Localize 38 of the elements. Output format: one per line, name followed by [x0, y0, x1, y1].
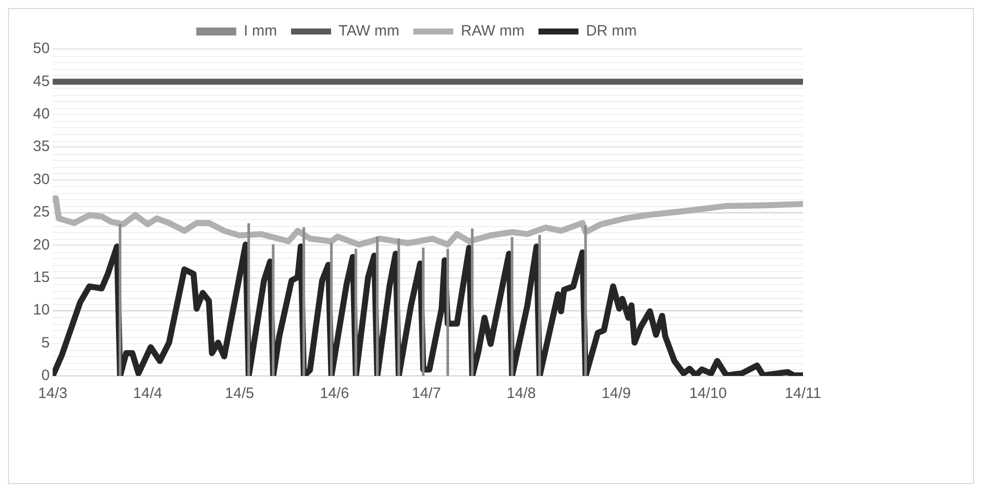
legend-label: TAW mm [338, 22, 400, 40]
y-tick-label: 25 [32, 204, 50, 221]
bar [446, 248, 450, 376]
x-tick-label: 14/3 [38, 385, 68, 402]
bar [376, 236, 379, 376]
x-tick-label: 14/5 [224, 385, 254, 402]
bar [272, 244, 275, 376]
x-tick-label: 14/4 [133, 385, 162, 402]
bar [584, 225, 587, 376]
bar [330, 242, 333, 376]
legend-label: RAW mm [460, 22, 524, 40]
legend-label: DR mm [586, 22, 637, 40]
bar [397, 238, 400, 376]
y-tick-label: 50 [32, 40, 50, 58]
x-tick-label: 14/9 [602, 385, 631, 402]
bar [422, 247, 425, 376]
y-tick-label: 0 [41, 367, 50, 384]
x-tick-label: 14/8 [506, 385, 536, 402]
y-tick-label: 45 [32, 72, 50, 90]
x-tick-label: 14/7 [412, 385, 441, 402]
legend-label: I mm [244, 22, 278, 40]
x-tick-label: 14/10 [689, 385, 727, 402]
bar [247, 223, 250, 376]
y-tick-label: 15 [32, 269, 50, 286]
x-tick-label: 14/11 [784, 385, 822, 402]
bar [538, 235, 541, 376]
y-tick-label: 10 [32, 302, 50, 319]
x-tick-label: 14/6 [320, 385, 350, 402]
y-tick-label: 20 [32, 236, 50, 254]
bar [354, 248, 358, 376]
bar [302, 227, 306, 376]
y-tick-label: 40 [32, 106, 50, 123]
bar [470, 228, 474, 376]
bar [118, 224, 122, 376]
y-tick-label: 30 [32, 170, 50, 188]
bar [510, 237, 514, 376]
y-tick-label: 5 [41, 334, 50, 352]
y-tick-label: 35 [32, 138, 50, 156]
